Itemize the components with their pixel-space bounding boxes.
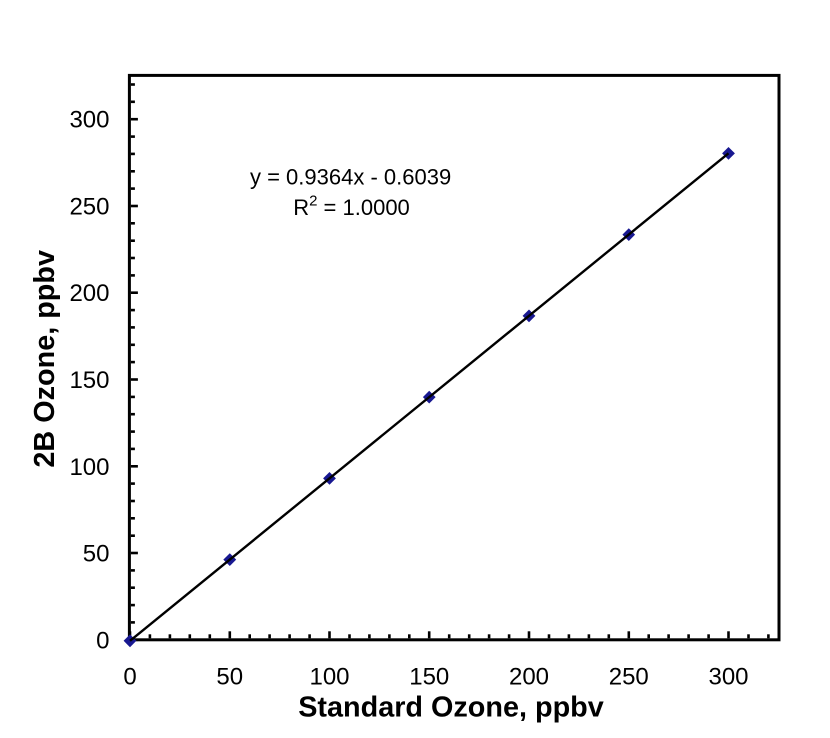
svg-text:Standard Ozone, ppbv: Standard Ozone, ppbv — [298, 692, 604, 724]
svg-text:150: 150 — [409, 663, 449, 690]
svg-text:100: 100 — [309, 663, 349, 690]
svg-text:150: 150 — [69, 367, 109, 394]
svg-text:y = 0.9364x - 0.6039: y = 0.9364x - 0.6039 — [250, 164, 451, 189]
svg-text:100: 100 — [69, 454, 109, 481]
svg-text:0: 0 — [96, 627, 109, 654]
svg-text:200: 200 — [69, 280, 109, 307]
svg-text:300: 300 — [708, 663, 748, 690]
svg-text:50: 50 — [83, 541, 110, 568]
svg-text:0: 0 — [123, 663, 136, 690]
svg-text:300: 300 — [69, 107, 109, 134]
svg-text:50: 50 — [216, 663, 243, 690]
svg-text:2B Ozone, ppbv: 2B Ozone, ppbv — [29, 250, 61, 468]
svg-text:200: 200 — [509, 663, 549, 690]
svg-text:250: 250 — [609, 663, 649, 690]
svg-text:250: 250 — [69, 194, 109, 221]
